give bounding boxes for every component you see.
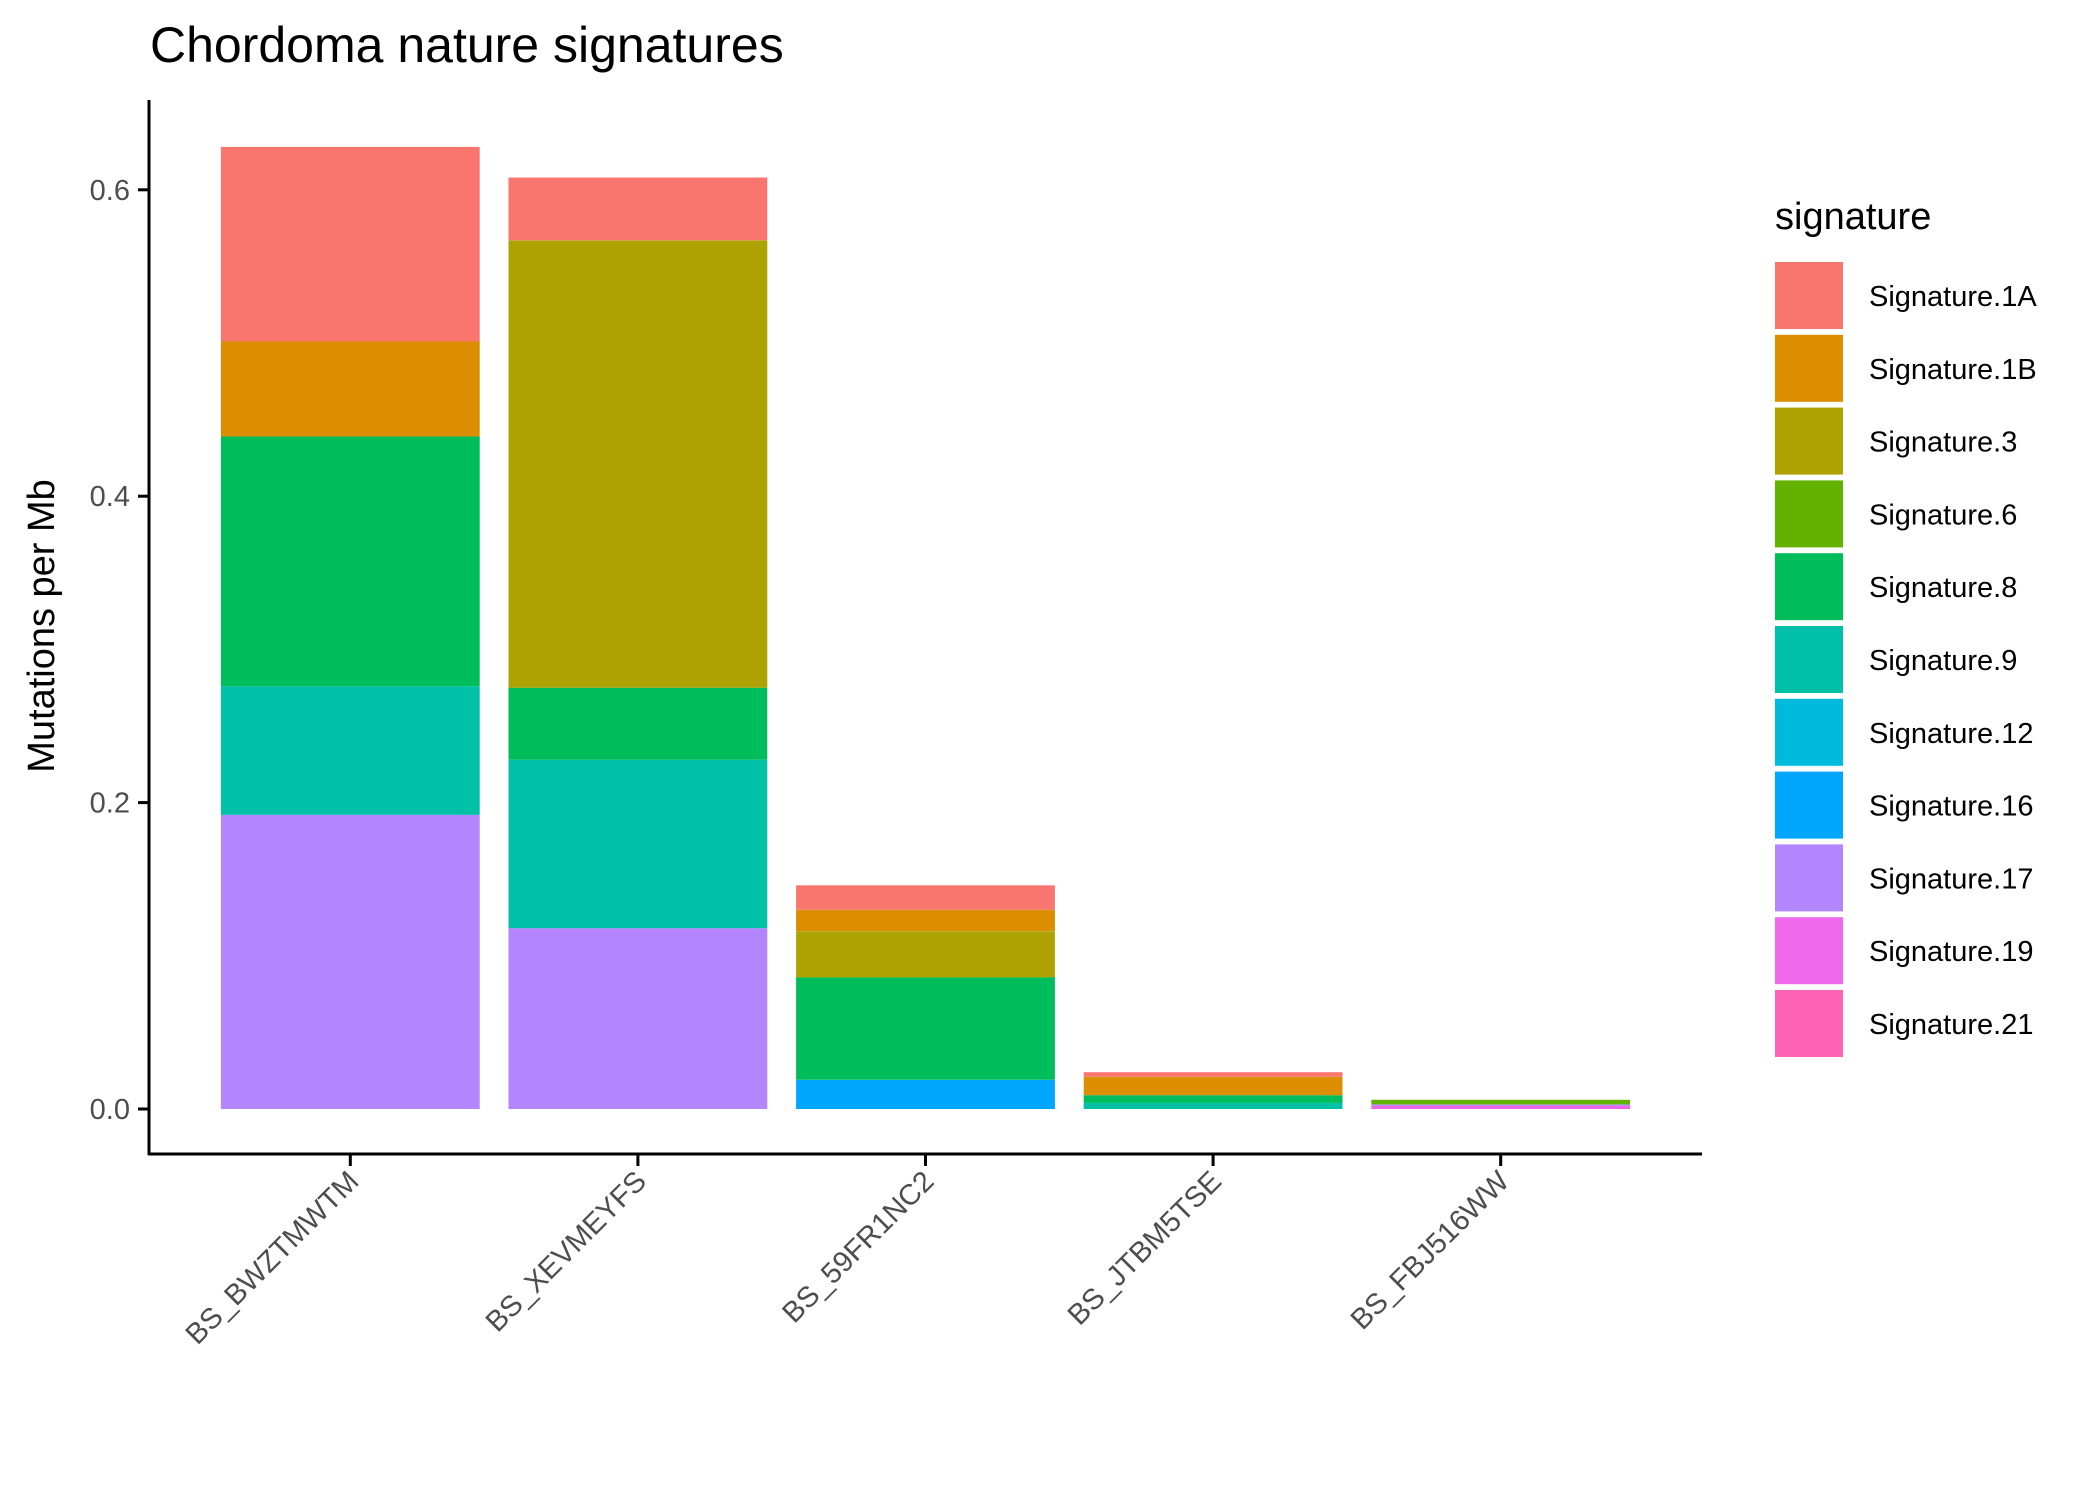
- legend-items: Signature.1A Signature.1B Signature.3 Signa…: [1775, 262, 2037, 1057]
- bar-segment: [220, 146, 480, 342]
- chart-title: Chordoma nature signatures: [150, 17, 784, 73]
- legend-label: Signature.12: [1869, 718, 2033, 750]
- legend-swatch: [1775, 771, 1843, 839]
- bar-segment: [796, 977, 1055, 1080]
- legend-swatch: [1775, 698, 1843, 766]
- y-tick-label: 0.2: [90, 788, 130, 820]
- y-axis-title: Mutations per Mb: [21, 479, 63, 773]
- bar-segment: [796, 909, 1055, 932]
- bar-segment: [1083, 1095, 1343, 1103]
- legend-swatch: [1775, 407, 1843, 475]
- bar-segment: [796, 931, 1055, 978]
- bar-segment: [220, 814, 480, 1109]
- legend-label: Signature.19: [1869, 936, 2033, 968]
- legend-label: Signature.9: [1869, 645, 2017, 677]
- legend-swatch: [1775, 917, 1843, 985]
- legend-label: Signature.16: [1869, 791, 2033, 823]
- legend-swatch: [1775, 844, 1843, 912]
- bar-segment: [796, 885, 1055, 910]
- legend: signature Signature.1ASignature.1BSignat…: [1775, 196, 2037, 1057]
- bar-segment: [1083, 1076, 1343, 1096]
- x-tick-label: BS_BWZTMWTM: [180, 1165, 366, 1351]
- bar-segment: [796, 1079, 1055, 1109]
- legend-label: Signature.21: [1869, 1009, 2033, 1041]
- bar-segment: [220, 436, 480, 687]
- x-tick-label: BS_JTBM5TSE: [1062, 1165, 1228, 1331]
- legend-swatch: [1775, 334, 1843, 402]
- legend-label: Signature.1B: [1869, 354, 2037, 386]
- bar-segment: [1083, 1102, 1343, 1109]
- bar-segment: [1371, 1105, 1631, 1109]
- bar-segment: [508, 928, 768, 1109]
- y-tick-label: 0.6: [90, 175, 130, 207]
- legend-label: Signature.6: [1869, 499, 2017, 531]
- bar-segment: [508, 687, 768, 760]
- bars: [220, 146, 1631, 1109]
- legend-swatch: [1775, 626, 1843, 693]
- bar-segment: [1371, 1099, 1631, 1105]
- y-ticks: 0.0 0.2 0.4 0.6: [90, 175, 149, 1126]
- bar-segment: [508, 177, 768, 241]
- legend-label: Signature.8: [1869, 572, 2017, 604]
- bar-segment: [508, 759, 768, 929]
- bar-segment: [508, 240, 768, 688]
- x-tick-label: BS_59FR1NC2: [776, 1165, 940, 1329]
- x-ticks: BS_BWZTMWTM BS_XEVMEYFS BS_59FR1NC2 BS_JTBM…: [180, 1155, 1516, 1351]
- x-tick-label: BS_XEVMEYFS: [480, 1165, 653, 1338]
- legend-label: Signature.17: [1869, 863, 2033, 895]
- legend-label: Signature.3: [1869, 427, 2017, 459]
- legend-title: signature: [1775, 196, 1931, 238]
- legend-swatch: [1775, 480, 1843, 548]
- bar-segment: [220, 341, 480, 437]
- legend-label: Signature.1A: [1869, 281, 2037, 313]
- x-tick-label: BS_FBJ516WW: [1345, 1165, 1516, 1336]
- legend-swatch: [1775, 262, 1843, 329]
- legend-swatch: [1775, 990, 1843, 1057]
- legend-swatch: [1775, 553, 1843, 621]
- y-tick-label: 0.0: [90, 1094, 130, 1126]
- bar-segment: [1371, 1104, 1631, 1106]
- bar-segment: [1083, 1072, 1343, 1077]
- bar-segment: [220, 686, 480, 815]
- y-tick-label: 0.4: [90, 481, 130, 513]
